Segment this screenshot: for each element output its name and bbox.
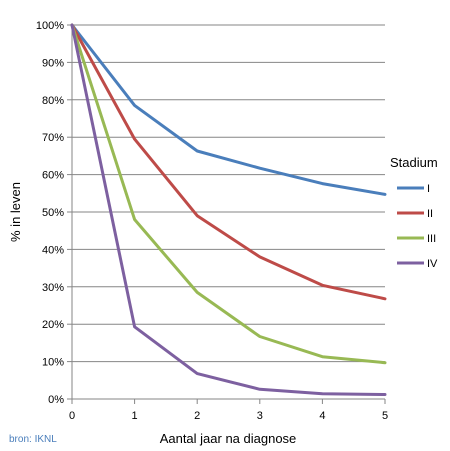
y-tick-label: 70% [42, 132, 64, 144]
series-line-I [70, 23, 387, 196]
source-note: bron: IKNL [9, 434, 57, 445]
y-tick-labels: 0% 10% 20% 30% 40% 50% 60% 70% 80% 90% 100% [36, 20, 64, 406]
y-tick-label: 60% [42, 170, 64, 182]
y-tick-label: 90% [42, 57, 64, 69]
series-line-IV [70, 23, 387, 396]
series-line-II [70, 23, 387, 301]
series-lines [70, 23, 387, 396]
y-tick-label: 20% [42, 319, 64, 331]
x-tick-labels: 0 1 2 3 4 5 [69, 410, 388, 422]
legend-label-III: III [427, 233, 436, 245]
legend-label-II: II [427, 208, 433, 220]
y-axis-title: % in leven [8, 182, 23, 242]
x-tick-label: 0 [69, 410, 75, 422]
gridlines [72, 24, 385, 363]
x-tick-label: 1 [132, 410, 138, 422]
x-tick-label: 4 [319, 410, 325, 422]
legend-title: Stadium [390, 155, 438, 170]
y-tick-label: 40% [42, 244, 64, 256]
y-tick-label: 80% [42, 95, 64, 107]
y-tick-label: 30% [42, 282, 64, 294]
y-tick-label: 10% [42, 357, 64, 369]
legend-label-IV: IV [427, 258, 438, 270]
x-tick-label: 2 [194, 410, 200, 422]
x-tick-label: 3 [257, 410, 263, 422]
x-axis-title: Aantal jaar na diagnose [160, 431, 297, 446]
y-tick-label: 100% [36, 20, 64, 32]
axes [67, 24, 386, 404]
y-tick-label: 0% [48, 394, 64, 406]
x-tick-label: 5 [382, 410, 388, 422]
y-tick-label: 50% [42, 207, 64, 219]
legend-label-I: I [427, 183, 430, 195]
series-line-III [70, 23, 387, 365]
